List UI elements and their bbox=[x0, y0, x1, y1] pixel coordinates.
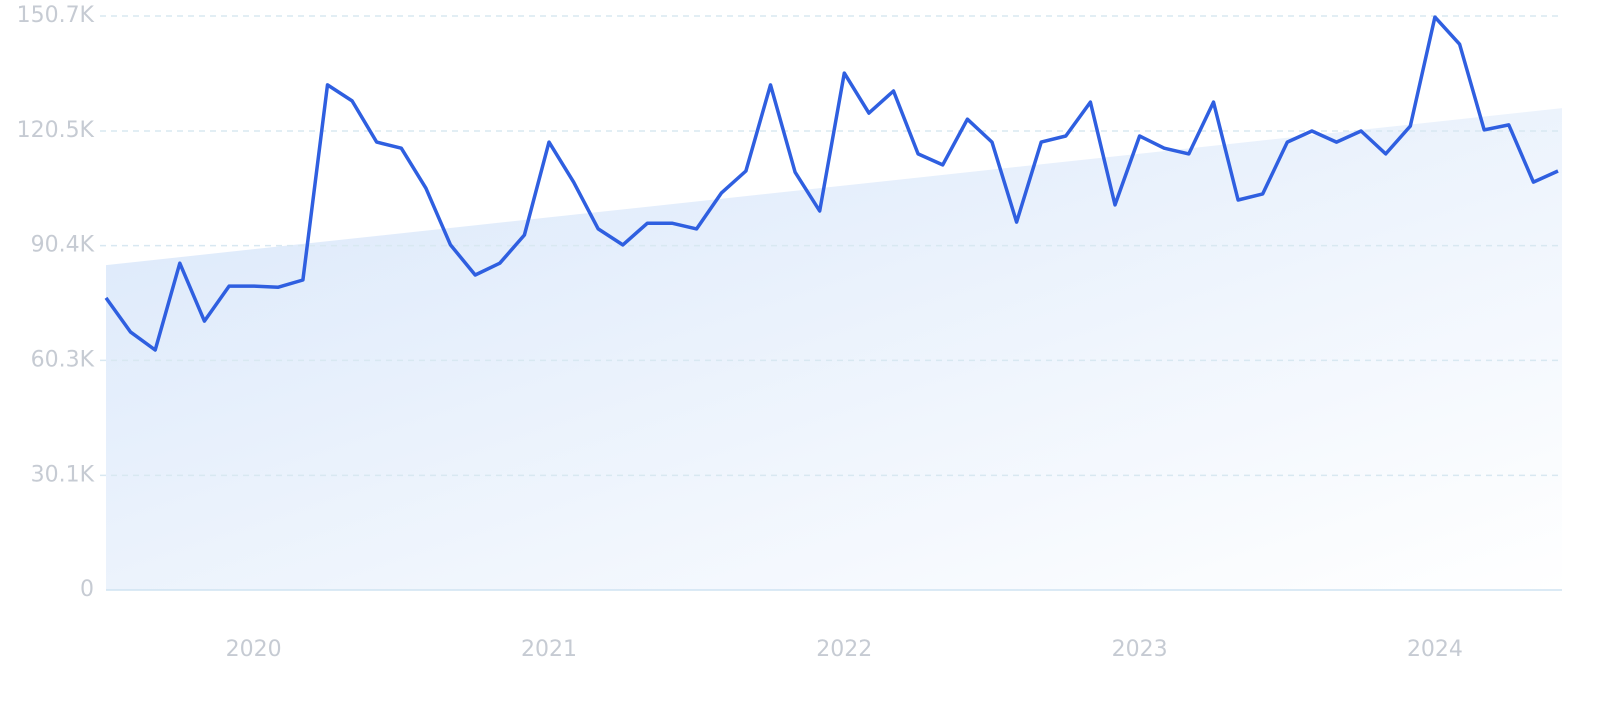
trend-area bbox=[106, 108, 1562, 591]
x-tick-label: 2021 bbox=[521, 637, 577, 662]
y-tick-label: 150.7K bbox=[17, 3, 95, 28]
x-tick-label: 2020 bbox=[226, 637, 282, 662]
y-tick-label: 120.5K bbox=[17, 118, 95, 143]
y-tick-label: 0 bbox=[80, 577, 94, 602]
y-tick-label: 90.4K bbox=[31, 233, 95, 258]
x-tick-label: 2023 bbox=[1112, 637, 1168, 662]
x-tick-label: 2022 bbox=[816, 637, 872, 662]
line bbox=[104, 15, 1559, 352]
y-tick-label: 60.3K bbox=[31, 347, 95, 372]
x-tick-label: 2024 bbox=[1407, 637, 1463, 662]
y-tick-label: 30.1K bbox=[31, 462, 95, 487]
